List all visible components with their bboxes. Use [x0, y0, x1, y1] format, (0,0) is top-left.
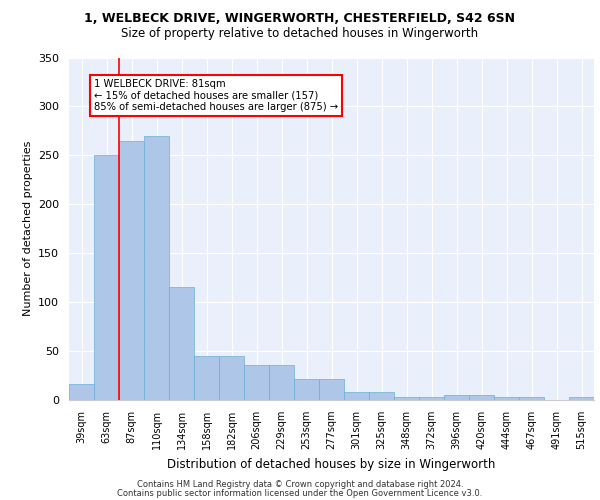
Text: Contains public sector information licensed under the Open Government Licence v3: Contains public sector information licen… [118, 488, 482, 498]
Bar [394, 397, 419, 400]
Bar [519, 397, 544, 400]
Bar [219, 356, 244, 400]
Bar [244, 365, 269, 400]
Bar [194, 356, 219, 400]
Bar [494, 397, 519, 400]
Text: Size of property relative to detached houses in Wingerworth: Size of property relative to detached ho… [121, 28, 479, 40]
Text: Contains HM Land Registry data © Crown copyright and database right 2024.: Contains HM Land Registry data © Crown c… [137, 480, 463, 489]
Bar [144, 136, 169, 400]
Bar [69, 384, 94, 400]
Bar [319, 380, 344, 400]
Bar [119, 140, 144, 400]
Bar [444, 395, 469, 400]
Text: 1, WELBECK DRIVE, WINGERWORTH, CHESTERFIELD, S42 6SN: 1, WELBECK DRIVE, WINGERWORTH, CHESTERFI… [85, 12, 515, 26]
Bar [94, 156, 119, 400]
Bar [269, 365, 294, 400]
Bar [569, 397, 594, 400]
Bar [294, 380, 319, 400]
X-axis label: Distribution of detached houses by size in Wingerworth: Distribution of detached houses by size … [167, 458, 496, 470]
Y-axis label: Number of detached properties: Number of detached properties [23, 141, 32, 316]
Bar [169, 288, 194, 400]
Bar [419, 397, 444, 400]
Bar [469, 395, 494, 400]
Bar [369, 392, 394, 400]
Text: 1 WELBECK DRIVE: 81sqm
← 15% of detached houses are smaller (157)
85% of semi-de: 1 WELBECK DRIVE: 81sqm ← 15% of detached… [94, 79, 338, 112]
Bar [344, 392, 369, 400]
